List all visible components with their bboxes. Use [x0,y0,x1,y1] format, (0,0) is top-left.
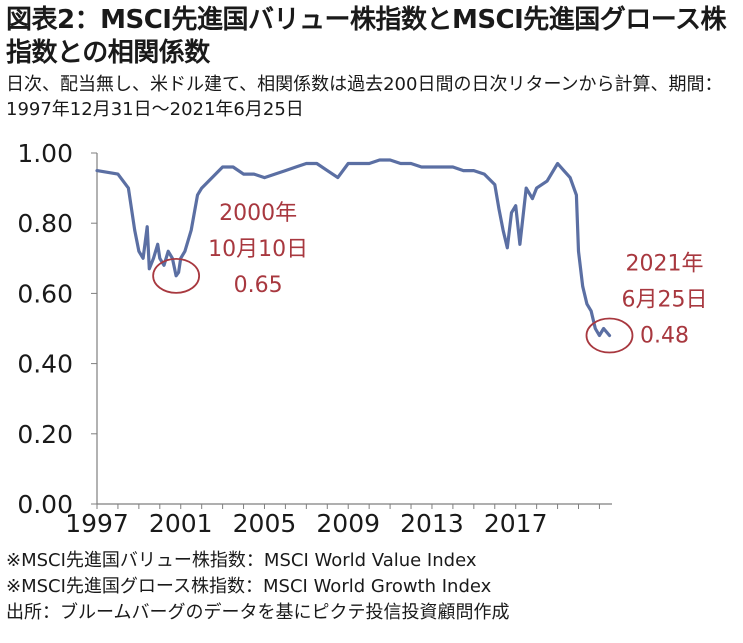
series-point [315,162,319,165]
annotation-circle-1 [152,257,201,294]
series-point [506,246,509,249]
series-point [524,186,528,190]
series-point [531,197,534,200]
series-point [158,257,162,260]
series-point [608,334,611,337]
series-point [441,165,444,169]
series-point [231,165,235,169]
series-point [575,193,578,197]
x-tick-label: 2001 [149,509,213,538]
series-point [347,162,350,165]
series-point [497,207,501,211]
series-point [518,243,522,246]
series-point [210,176,214,179]
series-point [141,257,145,260]
series-point [156,243,159,246]
series-point [577,250,580,253]
series-point [535,186,538,190]
annotation-label-1-line-1: 2000年 [219,201,297,226]
series-point [388,158,392,162]
footnote-value-index: ※MSCI先進国バリュー株指数：MSCI World Value Index [6,550,477,571]
series-point [367,162,371,165]
x-tick-label: 1997 [65,509,129,538]
series-point [146,225,149,228]
series-point [200,186,203,190]
series-point [336,176,339,179]
annotation-label-2-line-1: 2021年 [625,252,703,277]
series-point [152,257,155,260]
footnote-growth-index: ※MSCI先進国グロース株指数：MSCI World Growth Index [6,576,492,597]
series-point [409,162,413,165]
series-point [581,285,584,288]
series-point [294,165,298,169]
y-tick-label: 1.00 [17,139,73,168]
series-point [116,172,120,176]
series-point [378,158,381,162]
chart-subtitle: 日次、配当無し、米ドル建て、相関係数は過去200日間の日次リターンから計算、期間… [6,74,723,120]
x-tick-label: 2009 [316,509,380,538]
series-point [589,309,593,313]
series-point [472,169,476,172]
series-point [221,165,224,169]
series-point [430,165,434,169]
correlation-line-chart: 0.00 0.20 0.40 0.60 0.80 1.00 1997 2001 2005 2009… [17,139,707,538]
series-point [602,327,605,330]
series-point [594,327,597,330]
series-point [263,176,266,179]
series-point [133,229,136,232]
series-point [510,211,513,214]
series-point [284,169,287,172]
series-point [514,204,517,207]
series-point [462,169,465,172]
series-point [501,229,505,232]
series-point [420,165,423,169]
series-point [252,172,256,176]
series-point [242,172,245,176]
series-point [545,179,549,183]
annotation-label-1-line-3: 0.65 [234,273,283,298]
chart-title: 図表2：MSCI先進国バリュー株指数とMSCI先進国グロース株指数との相関係数 [6,5,727,68]
series-point [556,162,559,165]
series-point [305,162,308,165]
series-point [598,334,601,337]
series-point [190,229,193,232]
annotation-label-1-line-2: 10月10日 [208,237,308,262]
annotation-circle-2 [585,317,634,354]
annotation-label-2-line-2: 6月25日 [621,288,707,313]
x-tick-label: 2013 [400,509,464,538]
series-point [483,172,486,176]
series-point [183,250,187,253]
y-tick-label: 0.40 [17,350,73,379]
series-point [196,193,199,197]
series-point [166,250,170,253]
source-note: 出所：ブルームバーグのデータを基にピクテ投信投資顧問作成 [6,602,510,623]
annotation-label-2-line-3: 0.48 [640,324,689,349]
series-point [562,169,566,172]
series-point [137,250,141,253]
series-point [326,169,329,172]
series-point [568,176,572,179]
series-point [399,162,402,165]
series-point [273,172,277,176]
series-point [162,264,166,267]
correlation-series-line [95,158,612,338]
series-point [177,271,180,274]
footnotes: ※MSCI先進国バリュー株指数：MSCI World Value Index ※… [6,548,741,626]
y-tick-label: 0.20 [17,420,73,449]
series-point [493,183,496,186]
x-tick-label: 2017 [484,509,548,538]
x-tick-label: 2005 [233,509,297,538]
series-point [357,162,360,165]
series-point [174,274,178,278]
series-point [451,165,455,169]
y-tick-label: 0.60 [17,279,73,308]
y-tick-label: 0.80 [17,209,73,238]
series-point [95,169,99,172]
y-tick-label: 0.00 [17,490,73,519]
series-point [127,186,130,190]
series-point [148,267,151,271]
series-point [585,302,589,306]
